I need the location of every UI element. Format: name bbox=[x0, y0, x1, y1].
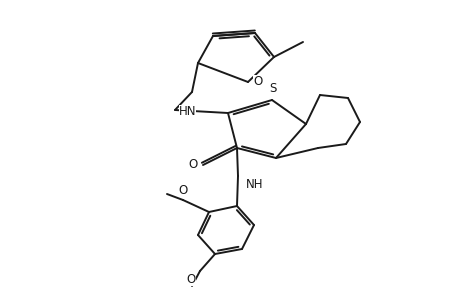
Text: HN: HN bbox=[179, 105, 196, 118]
Text: S: S bbox=[269, 82, 276, 95]
Text: O: O bbox=[186, 273, 196, 286]
Text: O: O bbox=[178, 184, 187, 197]
Text: O: O bbox=[188, 158, 197, 172]
Text: O: O bbox=[252, 74, 262, 88]
Text: NH: NH bbox=[246, 178, 263, 191]
